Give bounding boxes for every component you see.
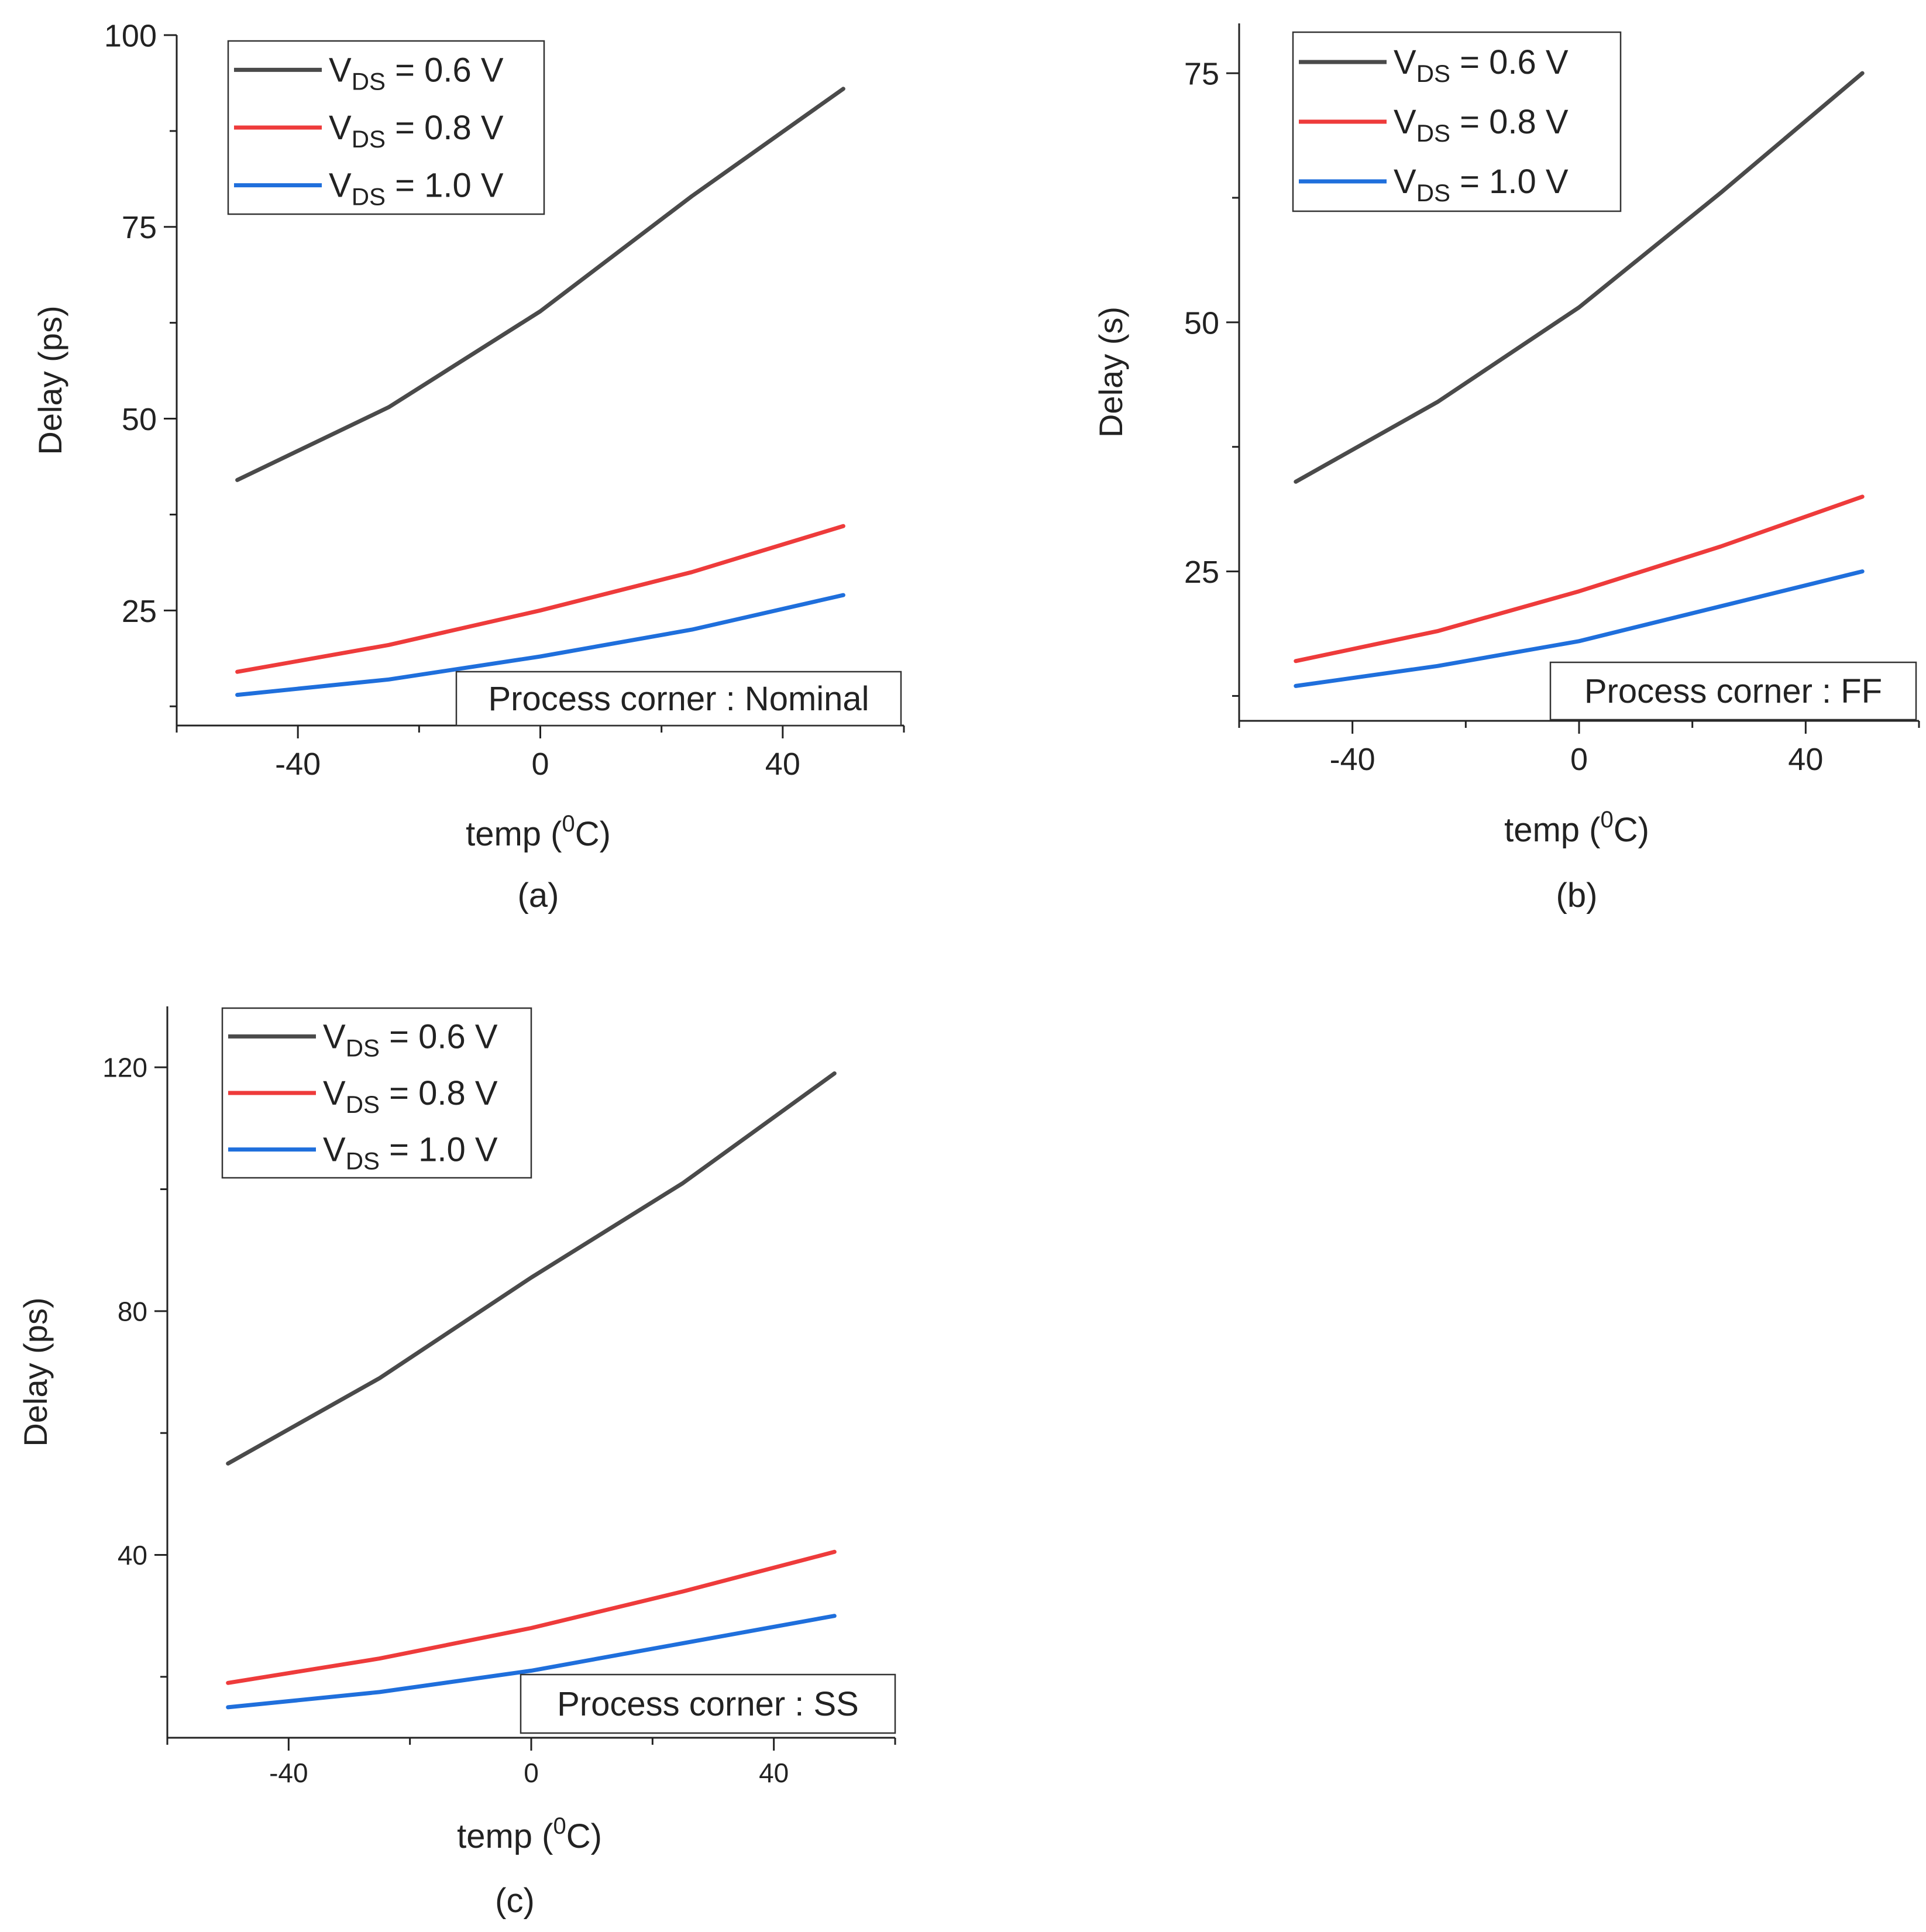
y-tick-label: 75 <box>1184 57 1219 92</box>
legend-label-value: = 0.8 V <box>1450 103 1569 141</box>
annotation-box <box>455 671 902 727</box>
x-axis-label-end: C) <box>1614 811 1649 849</box>
series-line-vds-1-0 <box>1294 569 1865 688</box>
y-tick-label: 120 <box>102 1053 147 1083</box>
legend-label-main: V <box>1394 163 1416 201</box>
legend-label: VDS = 1.0 V <box>323 1131 498 1175</box>
legend-label-sub: DS <box>352 183 386 211</box>
process-corner-label: Process corner : SS <box>557 1685 859 1723</box>
legend-label: VDS = 1.0 V <box>1394 163 1569 207</box>
x-tick-label: 40 <box>765 747 800 782</box>
legend-label: VDS = 0.8 V <box>329 109 504 153</box>
legend-label: VDS = 0.6 V <box>1394 43 1569 87</box>
x-axis-label-end: C) <box>575 815 611 853</box>
legend-label-sub: DS <box>346 1147 380 1175</box>
annotation-box <box>1549 661 1917 721</box>
y-tick-label: 25 <box>1184 555 1219 590</box>
legend-label-sub: DS <box>352 125 386 153</box>
y-tick-label: 100 <box>104 18 157 53</box>
legend-label-value: = 0.6 V <box>1450 43 1569 81</box>
series-line-vds-0-8 <box>1294 494 1865 664</box>
legend-label: VDS = 1.0 V <box>329 167 504 211</box>
process-corner-label: Process corner : FF <box>1584 672 1882 710</box>
legend-label-sub: DS <box>346 1034 380 1061</box>
legend-label: VDS = 0.8 V <box>1394 103 1569 147</box>
x-tick-label: 40 <box>759 1758 789 1788</box>
y-tick-label: 25 <box>122 594 157 629</box>
series-line-vds-0-6 <box>235 87 845 482</box>
legend-label: VDS = 0.6 V <box>329 51 504 95</box>
legend-label-value: = 0.6 V <box>380 1017 498 1056</box>
legend-label-sub: DS <box>1416 119 1450 147</box>
legend-label-value: = 0.8 V <box>386 109 504 147</box>
x-tick-label: 0 <box>524 1758 539 1788</box>
legend-label-main: V <box>329 51 352 89</box>
legend-label-main: V <box>329 109 352 147</box>
legend-label-value: = 1.0 V <box>380 1131 498 1169</box>
series-line-vds-0-8 <box>226 1549 837 1685</box>
legend-label-sub: DS <box>1416 179 1450 207</box>
y-tick-label: 50 <box>1184 305 1219 341</box>
legend-label-sub: DS <box>1416 60 1450 87</box>
legend-label-value: = 1.0 V <box>386 167 504 205</box>
x-tick-label: -40 <box>1330 742 1375 777</box>
x-tick-label: 0 <box>531 747 549 782</box>
annotation-box <box>520 1673 896 1734</box>
panel-label: (c) <box>495 1882 535 1920</box>
y-axis-label: Delay (ps) <box>17 1297 54 1446</box>
legend-label-value: = 0.6 V <box>386 51 504 89</box>
series-line-vds-1-0 <box>226 1614 837 1710</box>
x-tick-label: 40 <box>1788 742 1823 777</box>
legend-label-main: V <box>329 167 352 205</box>
legend-label-main: V <box>1394 43 1416 81</box>
y-tick-label: 80 <box>118 1296 147 1326</box>
x-axis-label: temp (0C) <box>1504 807 1649 849</box>
x-axis-label-sup: 0 <box>553 1813 566 1839</box>
legend-label-value: = 0.8 V <box>380 1074 498 1112</box>
x-axis-label-sup: 0 <box>562 811 575 837</box>
series-line-vds-0-6 <box>1294 71 1865 484</box>
x-axis-label-main: temp ( <box>457 1817 553 1855</box>
x-tick-label: -40 <box>269 1758 308 1788</box>
panel-label: (a) <box>518 876 559 915</box>
series-line-vds-1-0 <box>235 593 845 697</box>
legend-label-sub: DS <box>346 1091 380 1118</box>
legend-label: VDS = 0.6 V <box>323 1017 498 1061</box>
process-corner-label: Process corner : Nominal <box>488 680 869 718</box>
x-axis-label-main: temp ( <box>1504 811 1600 849</box>
legend-label-value: = 1.0 V <box>1450 163 1569 201</box>
y-tick-label: 75 <box>122 210 157 245</box>
legend-label-main: V <box>323 1074 346 1112</box>
legend-label-main: V <box>323 1131 346 1169</box>
legend-label-sub: DS <box>352 67 386 95</box>
legend-label-main: V <box>1394 103 1416 141</box>
x-axis-label: temp (0C) <box>466 811 611 853</box>
legend-label: VDS = 0.8 V <box>323 1074 498 1118</box>
y-axis-label: Delay (ps) <box>32 305 68 455</box>
y-tick-label: 50 <box>122 402 157 437</box>
x-axis-label-main: temp ( <box>466 815 562 853</box>
panel-label: (b) <box>1556 876 1598 915</box>
x-tick-label: -40 <box>275 747 321 782</box>
x-axis-label-sup: 0 <box>1600 807 1613 833</box>
y-axis-label: Delay (s) <box>1092 307 1129 438</box>
series-line-vds-0-8 <box>235 524 845 674</box>
x-axis-label-end: C) <box>566 1817 602 1855</box>
legend-label-main: V <box>323 1017 346 1056</box>
y-tick-label: 40 <box>118 1540 147 1570</box>
series-line-vds-0-6 <box>226 1071 837 1466</box>
x-axis-label: temp (0C) <box>457 1813 602 1855</box>
x-tick-label: 0 <box>1570 742 1588 777</box>
